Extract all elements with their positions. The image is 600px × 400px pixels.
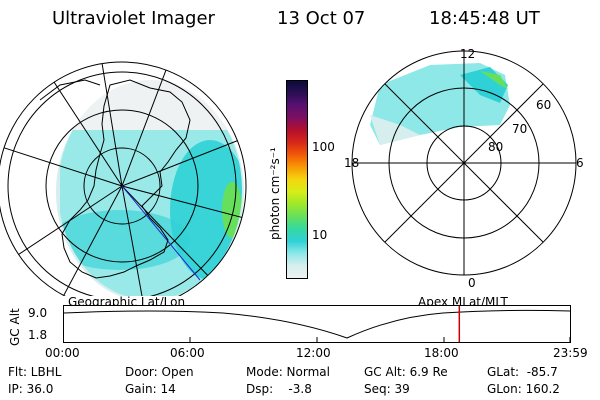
altitude-ylabel: GC Alt (8, 308, 22, 346)
colorbar-tick-10: 10 (312, 228, 328, 242)
observation-time: 18:45:48 UT (429, 8, 540, 29)
gain-info: Gain: 14 (125, 382, 176, 396)
observation-date: 13 Oct 07 (277, 8, 366, 29)
mlat-label-60: 60 (536, 98, 551, 112)
door-info: Door: Open (125, 365, 194, 379)
dsp-info: Dsp: -3.8 (246, 382, 312, 396)
altitude-plot (63, 305, 571, 343)
gc-alt-info: GC Alt: 6.9 Re (364, 365, 448, 379)
glat-info: GLat: -85.7 (487, 365, 558, 379)
colorbar (286, 80, 308, 279)
geographic-map (0, 61, 247, 296)
filter-info: Flt: LBHL (8, 365, 62, 379)
mlt-label-0: 0 (468, 276, 476, 290)
aurora-image-left (0, 62, 246, 296)
altitude-xtick-0: 00:00 (45, 346, 80, 360)
altitude-ytick-min: 1.8 (28, 328, 48, 342)
mode-info: Mode: Normal (246, 365, 330, 379)
mlt-label-6: 6 (576, 156, 584, 170)
altitude-curve (63, 309, 571, 339)
altitude-xtick-3: 18:00 (424, 346, 459, 360)
altitude-ytick-max: 9.0 (28, 306, 48, 320)
instrument-title: Ultraviolet Imager (52, 8, 215, 29)
magnetic-map: 12 18 6 0 60 70 80 (344, 47, 584, 290)
ip-info: IP: 36.0 (8, 382, 54, 396)
altitude-xtick-2: 12:00 (296, 346, 331, 360)
altitude-xtick-4: 23:59 (553, 346, 588, 360)
mlt-label-12: 12 (460, 47, 475, 61)
glon-info: GLon: 160.2 (487, 382, 560, 396)
mlat-label-70: 70 (512, 122, 527, 136)
mlt-label-18: 18 (344, 156, 359, 170)
colorbar-label: photon cm⁻²s⁻¹ (268, 147, 282, 240)
altitude-xtick-1: 06:00 (170, 346, 205, 360)
seq-info: Seq: 39 (364, 382, 410, 396)
mlat-label-80: 80 (488, 140, 503, 154)
colorbar-tick-100: 100 (312, 140, 335, 154)
aurora-image-right (370, 63, 510, 145)
